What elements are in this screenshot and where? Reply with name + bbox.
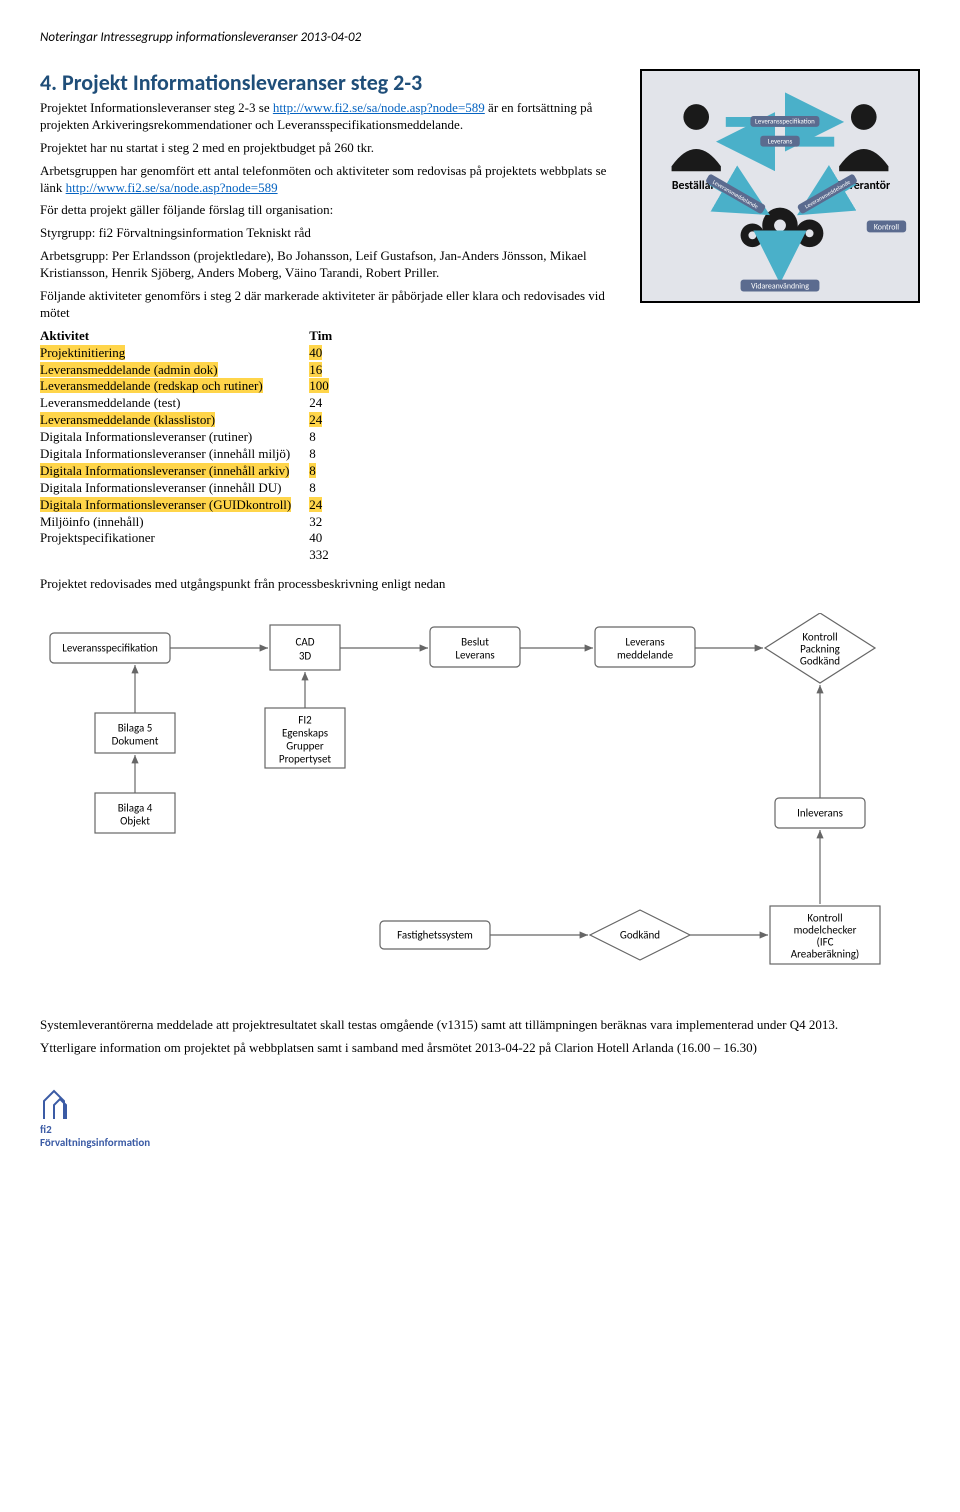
thumb-levspec: Leveransspecifikation bbox=[755, 117, 815, 126]
activity-cell: Projektspecifikationer bbox=[40, 530, 309, 547]
activity-cell: Miljöinfo (innehåll) bbox=[40, 514, 309, 531]
table-head: Aktivitet Tim bbox=[40, 328, 367, 345]
activity-table: Aktivitet Tim Projektinitiering40Leveran… bbox=[40, 328, 367, 564]
footer-brand1: fi2 bbox=[40, 1123, 920, 1136]
fc-km4: Areaberäkning) bbox=[791, 948, 860, 961]
activity-cell: Digitala Informationsleveranser (rutiner… bbox=[40, 429, 309, 446]
tim-cell: 8 bbox=[309, 480, 367, 497]
activity-cell: Leveransmeddelande (redskap och rutiner) bbox=[40, 378, 309, 395]
bottom-p2: Ytterligare information om projektet på … bbox=[40, 1040, 920, 1057]
head-activity: Aktivitet bbox=[40, 328, 309, 345]
tim-cell: 40 bbox=[309, 345, 367, 362]
intro-p1: Projektet Informationsleveranser steg 2-… bbox=[40, 100, 620, 134]
fc-levspec: Leveransspecifikation bbox=[62, 642, 158, 655]
table-row: Miljöinfo (innehåll)32 bbox=[40, 514, 367, 531]
link-2[interactable]: http://www.fi2.se/sa/node.asp?node=589 bbox=[66, 180, 278, 195]
table-row: Projektspecifikationer40 bbox=[40, 530, 367, 547]
activity-cell: Leveransmeddelande (test) bbox=[40, 395, 309, 412]
fc-inlev: Inleverans bbox=[797, 807, 843, 820]
activity-cell: Projektinitiering bbox=[40, 345, 309, 362]
fc-kontroll3: Godkänd bbox=[800, 655, 840, 668]
fc-cad2: 3D bbox=[299, 650, 312, 663]
thumb-levmed: Leveransmeddelande bbox=[711, 178, 759, 211]
diagram-thumbnail: Beställare Leverantör Leveransspecifikat… bbox=[640, 69, 920, 303]
tim-cell: 24 bbox=[309, 497, 367, 514]
head-tim: Tim bbox=[309, 328, 367, 345]
thumb-levmed2: Leveransmeddelande bbox=[803, 178, 851, 211]
activity-cell: Digitala Informationsleveranser (innehål… bbox=[40, 480, 309, 497]
page-title: 4. Projekt Informationsleveranser steg 2… bbox=[40, 69, 620, 96]
link-1[interactable]: http://www.fi2.se/sa/node.asp?node=589 bbox=[273, 100, 485, 115]
activity-cell: Digitala Informationsleveranser (GUIDkon… bbox=[40, 497, 309, 514]
tim-cell: 24 bbox=[309, 412, 367, 429]
intro-p2: Projektet har nu startat i steg 2 med en… bbox=[40, 140, 620, 157]
thumb-leverans: Leverans bbox=[768, 136, 793, 145]
tim-cell: 8 bbox=[309, 446, 367, 463]
tim-cell: 16 bbox=[309, 362, 367, 379]
bottom-p1: Systemleverantörerna meddelade att proje… bbox=[40, 1017, 920, 1034]
table-row: Leveransmeddelande (admin dok)16 bbox=[40, 362, 367, 379]
tim-cell: 32 bbox=[309, 514, 367, 531]
header-note: Noteringar Intressegrupp informationslev… bbox=[40, 30, 920, 45]
activity-cell: Leveransmeddelande (admin dok) bbox=[40, 362, 309, 379]
fc-godk: Godkänd bbox=[620, 929, 660, 942]
footer-brand2: Förvaltningsinformation bbox=[40, 1136, 920, 1149]
table-row: Leveransmeddelande (test)24 bbox=[40, 395, 367, 412]
thumb-vidare: Vidareanvändning bbox=[751, 281, 809, 291]
tim-cell: 8 bbox=[309, 429, 367, 446]
fc-beslut2: Leverans bbox=[455, 649, 494, 662]
activity-cell: Digitala Informationsleveranser (innehål… bbox=[40, 463, 309, 480]
fc-fast: Fastighetssystem bbox=[397, 929, 473, 942]
fc-bil5a: Bilaga 5 bbox=[118, 722, 153, 735]
tim-cell: 24 bbox=[309, 395, 367, 412]
tim-cell: 40 bbox=[309, 530, 367, 547]
table-row: Digitala Informationsleveranser (innehål… bbox=[40, 480, 367, 497]
intro-p7: Följande aktiviteter genomförs i steg 2 … bbox=[40, 288, 620, 322]
fc-bil4b: Objekt bbox=[120, 815, 150, 828]
fc-beslut1: Beslut bbox=[461, 636, 489, 649]
table-total-row: 332 bbox=[40, 547, 367, 564]
top-block: 4. Projekt Informationsleveranser steg 2… bbox=[40, 69, 920, 564]
thumb-kontroll: Kontroll bbox=[874, 222, 899, 232]
intro-p3: Arbetsgruppen har genomfört ett antal te… bbox=[40, 163, 620, 197]
tim-cell: 100 bbox=[309, 378, 367, 395]
fc-fi2c: Grupper bbox=[286, 740, 324, 753]
activity-cell: Digitala Informationsleveranser (innehål… bbox=[40, 446, 309, 463]
intro-p6: Arbetsgrupp: Per Erlandsson (projektleda… bbox=[40, 248, 620, 282]
activity-cell: Leveransmeddelande (klasslistor) bbox=[40, 412, 309, 429]
table-row: Leveransmeddelande (klasslistor)24 bbox=[40, 412, 367, 429]
tim-cell: 8 bbox=[309, 463, 367, 480]
fc-cad1: CAD bbox=[296, 636, 315, 649]
intro-p5: Styrgrupp: fi2 Förvaltningsinformation T… bbox=[40, 225, 620, 242]
after-table-text: Projektet redovisades med utgångspunkt f… bbox=[40, 576, 920, 593]
fc-levmed1: Leverans bbox=[625, 636, 664, 649]
table-row: Digitala Informationsleveranser (GUIDkon… bbox=[40, 497, 367, 514]
fc-bil4a: Bilaga 4 bbox=[118, 802, 153, 815]
fc-fi2d: Propertyset bbox=[279, 753, 332, 766]
intro-p4: För detta projekt gäller följande försla… bbox=[40, 202, 620, 219]
table-row: Projektinitiering40 bbox=[40, 345, 367, 362]
p1-pre: Projektet Informationsleveranser steg 2-… bbox=[40, 100, 273, 115]
total-value: 332 bbox=[309, 547, 367, 564]
fc-bil5b: Dokument bbox=[112, 735, 159, 748]
table-row: Digitala Informationsleveranser (innehål… bbox=[40, 446, 367, 463]
table-row: Leveransmeddelande (redskap och rutiner)… bbox=[40, 378, 367, 395]
fc-fi2b: Egenskaps bbox=[282, 727, 328, 740]
flowchart: Leveransspecifikation CAD 3D Beslut Leve… bbox=[40, 613, 920, 997]
footer-logo: fi2 Förvaltningsinformation bbox=[40, 1087, 920, 1149]
table-row: Digitala Informationsleveranser (rutiner… bbox=[40, 429, 367, 446]
fc-levmed2: meddelande bbox=[617, 649, 674, 662]
fc-fi2a: FI2 bbox=[298, 714, 312, 727]
table-row: Digitala Informationsleveranser (innehål… bbox=[40, 463, 367, 480]
